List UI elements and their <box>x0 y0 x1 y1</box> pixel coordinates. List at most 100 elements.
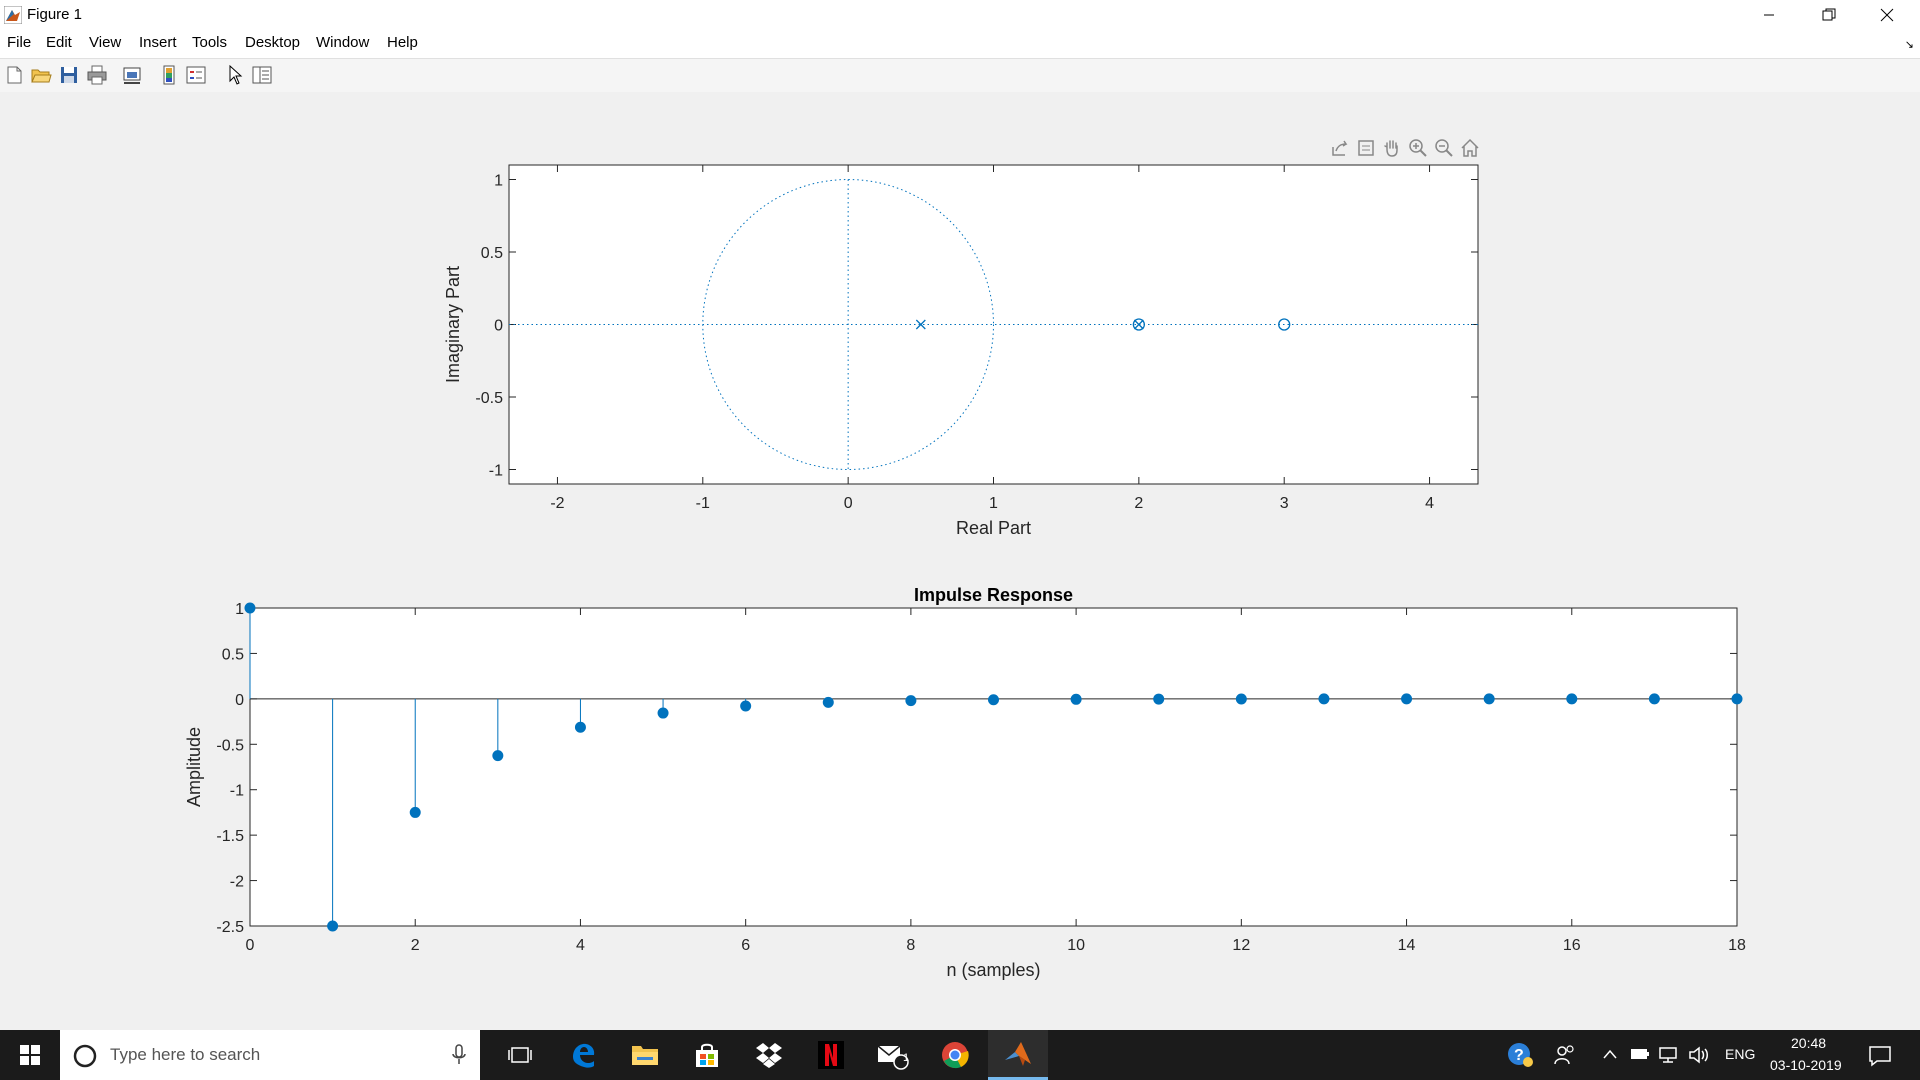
tray-chevron-icon[interactable] <box>1602 1048 1618 1060</box>
battery-icon[interactable] <box>1630 1047 1650 1061</box>
menu-view[interactable]: View <box>89 34 122 51</box>
matlab-icon <box>4 6 22 24</box>
home-icon <box>1461 138 1479 157</box>
task-view-button[interactable] <box>490 1030 550 1080</box>
stem-point <box>574 721 586 733</box>
taskbar-chrome[interactable] <box>925 1030 985 1080</box>
brush-icon <box>1358 140 1374 156</box>
pole-marker <box>1133 319 1144 330</box>
legend-icon[interactable] <box>185 64 207 86</box>
task-view-icon <box>508 1047 532 1063</box>
menu-tools[interactable]: Tools <box>192 34 228 51</box>
stem-point <box>492 750 504 762</box>
mail-icon <box>877 1045 909 1070</box>
y-tick-label: 0.5 <box>481 245 503 262</box>
open-file-icon[interactable] <box>30 64 52 86</box>
menu-file[interactable]: File <box>7 34 32 51</box>
menu-edit[interactable]: Edit <box>46 34 72 51</box>
home-button[interactable] <box>1458 136 1482 160</box>
stem-point <box>1070 693 1082 705</box>
y-axis-label: Imaginary Part <box>443 266 463 383</box>
windows-taskbar: Type here to search 1 ? ENG 20:48 03-10-… <box>0 1030 1920 1080</box>
dropbox-icon <box>756 1043 782 1068</box>
window-title: Figure 1 <box>27 6 83 23</box>
link-plot-icon[interactable] <box>121 64 143 86</box>
menu-help[interactable]: Help <box>387 34 418 51</box>
zoom-in-button[interactable] <box>1406 136 1430 160</box>
language-indicator[interactable]: ENG <box>1725 1046 1756 1062</box>
pole-marker <box>915 319 926 330</box>
export-button[interactable] <box>1328 136 1352 160</box>
y-tick-label: 1 <box>494 173 503 190</box>
taskbar-netflix[interactable] <box>801 1030 861 1080</box>
chrome-icon <box>942 1042 969 1069</box>
help-icon: ? <box>1508 1043 1533 1067</box>
chart-title: Impulse Response <box>914 585 1073 605</box>
x-tick-label: 16 <box>1563 937 1581 954</box>
x-tick-label: 0 <box>246 937 255 954</box>
stem-point <box>822 696 834 708</box>
windows-start-icon <box>20 1045 40 1065</box>
menu-desktop[interactable]: Desktop <box>245 34 301 51</box>
close-button[interactable] <box>1864 0 1910 30</box>
taskbar-store[interactable] <box>677 1030 737 1080</box>
save-icon[interactable] <box>58 64 80 86</box>
axes-frame <box>249 607 1738 927</box>
colorbar-icon[interactable] <box>158 64 180 86</box>
y-tick-label: 0 <box>494 318 503 335</box>
menu-insert[interactable]: Insert <box>139 34 177 51</box>
zero-marker <box>1278 318 1291 331</box>
minimize-button[interactable] <box>1746 0 1792 30</box>
help-button[interactable]: ? <box>1490 1030 1550 1080</box>
action-center-icon[interactable] <box>1868 1045 1892 1067</box>
taskbar-edge[interactable] <box>553 1030 613 1080</box>
y-tick-label: -0.5 <box>216 737 244 754</box>
x-tick-label: -2 <box>550 495 564 512</box>
taskbar-mail[interactable]: 1 <box>863 1030 923 1080</box>
x-axis-label: Real Part <box>956 518 1031 538</box>
clock-date[interactable]: 03-10-2019 <box>1770 1057 1842 1073</box>
edit-plot-icon[interactable] <box>224 64 246 86</box>
microphone-icon[interactable] <box>452 1044 466 1066</box>
pan-button[interactable] <box>1380 136 1404 160</box>
taskbar-search-box[interactable]: Type here to search <box>60 1030 480 1080</box>
pan-icon <box>1384 140 1398 157</box>
brush-button[interactable] <box>1354 136 1378 160</box>
restore-icon <box>1822 8 1836 21</box>
people-button[interactable] <box>1536 1030 1594 1080</box>
menu-window[interactable]: Window <box>316 34 370 51</box>
clock-time[interactable]: 20:48 <box>1791 1035 1827 1051</box>
y-tick-label: 0.5 <box>222 646 244 663</box>
taskbar-file-explorer[interactable] <box>615 1030 675 1080</box>
x-tick-label: 8 <box>906 937 915 954</box>
x-tick-label: 4 <box>576 937 585 954</box>
stem-point <box>1318 693 1330 705</box>
x-tick-label: 6 <box>741 937 750 954</box>
edge-icon <box>573 1043 595 1068</box>
y-tick-label: 1 <box>235 601 244 618</box>
x-tick-label: 3 <box>1280 495 1289 512</box>
property-inspector-icon[interactable] <box>251 64 273 86</box>
restore-button[interactable] <box>1806 0 1852 30</box>
cortana-icon <box>73 1044 97 1068</box>
x-tick-label: 2 <box>411 937 420 954</box>
taskbar-dropbox[interactable] <box>739 1030 799 1080</box>
y-tick-label: 0 <box>235 692 244 709</box>
stem-point <box>1153 693 1165 705</box>
print-icon[interactable] <box>86 64 108 86</box>
network-icon[interactable] <box>1658 1046 1680 1064</box>
x-tick-label: 14 <box>1398 937 1416 954</box>
x-tick-label: 10 <box>1067 937 1085 954</box>
volume-icon[interactable] <box>1688 1046 1712 1064</box>
minimize-icon <box>1764 14 1774 16</box>
store-icon <box>696 1043 718 1067</box>
menu-bar: File Edit View Insert Tools Desktop Wind… <box>0 30 1920 59</box>
new-figure-icon[interactable] <box>3 64 25 86</box>
zoom-out-button[interactable] <box>1432 136 1456 160</box>
figure-canvas[interactable]: -2 -1 0 1 2 3 4 -1 -0.5 0 0.5 1 Real Part Imaginary P… <box>0 92 1920 1030</box>
dock-arrow-icon[interactable]: ↘ <box>1904 39 1914 51</box>
stem-point <box>1483 693 1495 705</box>
taskbar-matlab[interactable] <box>988 1030 1048 1080</box>
start-button[interactable] <box>0 1030 60 1080</box>
